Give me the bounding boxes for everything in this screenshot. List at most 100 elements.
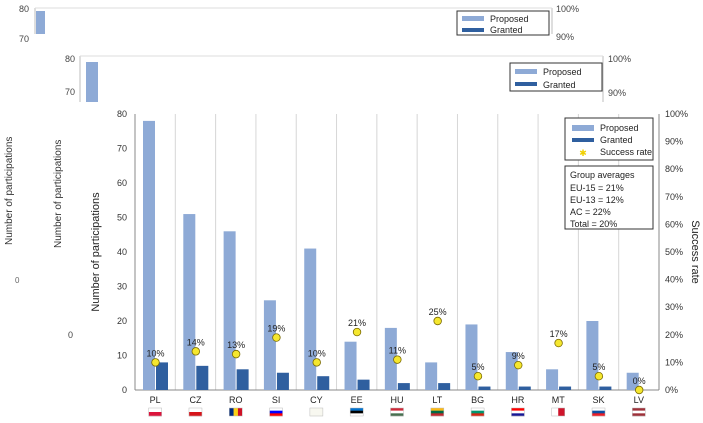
flag-stripe — [551, 408, 559, 416]
ghost-left-ylabel: Number of participations — [4, 137, 15, 245]
flag-border — [430, 407, 445, 417]
flag-stripe — [511, 413, 525, 417]
flag-ro — [229, 407, 243, 417]
bar-granted-lt — [438, 383, 451, 390]
ghost-middle-legend-proposed: Proposed — [543, 67, 582, 77]
success-label-lt: 25% — [429, 307, 447, 317]
bar-granted-cy — [317, 376, 330, 390]
bar-proposed-ee — [344, 341, 357, 390]
bar-granted-hr — [518, 386, 531, 390]
flag-stripe — [188, 408, 202, 413]
flag-border — [591, 407, 606, 417]
y2-tick-label: 70% — [665, 192, 683, 202]
flag-border — [551, 407, 565, 417]
flag-stripe — [471, 410, 485, 414]
success-label-ee: 21% — [348, 318, 366, 328]
legend-swatch-granted — [572, 138, 594, 142]
ghost-middle-legend — [509, 62, 603, 92]
y-tick-label: 20 — [117, 316, 127, 326]
success-label-ro: 13% — [227, 340, 245, 350]
success-label-pl: 10% — [146, 348, 164, 358]
flag-border — [309, 407, 324, 417]
success-point-ro — [231, 349, 241, 359]
right-tick-labels: 0% 10% 20% 30% 40% 50% 60% 70% 80% 90% 100% — [665, 109, 688, 395]
y2-axis-title: Success rate — [689, 220, 701, 284]
ghost-middle-tick-90: 90% — [608, 88, 626, 98]
success-label-lv: 0% — [633, 376, 646, 386]
success-label-cz: 14% — [187, 337, 205, 347]
flag-ee — [349, 407, 364, 417]
bars — [143, 120, 639, 391]
flag-stripe — [511, 410, 525, 414]
bar-granted-bg — [478, 386, 491, 390]
y-tick-label: 0 — [122, 385, 127, 395]
average-eu15: EU-15 = 21% — [570, 183, 624, 193]
flag-stripe — [471, 413, 485, 417]
success-point-mt — [554, 338, 563, 348]
bar-proposed-pl — [143, 120, 155, 391]
category-label-hu: HU — [391, 395, 404, 405]
category-label-hr: HR — [511, 395, 524, 405]
average-ac: AC = 22% — [570, 207, 611, 217]
flag-stripe — [350, 410, 364, 414]
bar-proposed-hu — [384, 327, 397, 390]
flag-border — [470, 407, 485, 417]
category-label-mt: MT — [552, 395, 565, 405]
ghost-back-legend — [456, 10, 550, 36]
flag-stripe — [511, 408, 525, 411]
flag-stripe — [269, 410, 283, 414]
y2-tick-label: 20% — [665, 330, 683, 340]
ghost-middle-legend-swatch-granted — [515, 82, 537, 86]
legend-marker-success-rate: ✱ — [579, 148, 587, 158]
y2-tick-label: 80% — [665, 164, 683, 174]
vertical-grid — [174, 114, 620, 390]
ghost-left-fragments: Number of participations 0 Number of par… — [4, 137, 73, 340]
flag-stripe — [309, 408, 323, 413]
flag-stripe — [350, 408, 364, 411]
average-total: Total = 20% — [570, 219, 617, 229]
success-point-hu — [393, 355, 402, 364]
bar-granted-hu — [397, 383, 410, 390]
ghost-back-legend-granted: Granted — [490, 25, 523, 35]
success-label-hr: 9% — [512, 351, 525, 361]
bar-proposed-ro — [223, 231, 236, 390]
flag-stripe — [430, 408, 444, 411]
flag-cy — [309, 407, 324, 417]
ghost-back-legend-swatch-proposed — [462, 16, 484, 21]
ghost-middle-ylabel: Number of participations — [53, 140, 64, 248]
average-eu13: EU-13 = 12% — [570, 195, 624, 205]
y2-tick-label: 50% — [665, 247, 683, 257]
flag-lv — [632, 407, 646, 417]
y-axis-title: Number of participations — [90, 192, 102, 312]
success-point-pl — [151, 358, 160, 367]
flag-stripe — [592, 413, 606, 417]
flag-stripe — [390, 408, 404, 411]
flag-border — [349, 407, 364, 417]
flag-border — [148, 407, 162, 417]
flag-mt — [551, 407, 565, 417]
category-labels: PL CZ RO SI CY EE HU LT BG HR MT SK LV — [150, 395, 644, 405]
y-tick-label: 70 — [117, 144, 127, 154]
category-label-sk: SK — [593, 395, 605, 405]
averages-frame — [564, 165, 654, 230]
ghost-frame-back: 80 70 100% 90% Proposed Granted — [19, 4, 579, 44]
success-label-si: 19% — [267, 324, 285, 334]
bar-granted-ee — [357, 379, 370, 390]
success-point-bg — [473, 372, 483, 381]
flag-stripe — [592, 408, 606, 411]
flag-stripe — [430, 413, 444, 417]
success-point-cy — [312, 358, 321, 367]
flag-stripe — [188, 412, 202, 417]
category-label-lv: LV — [634, 395, 644, 405]
flag-stripe — [558, 408, 565, 416]
success-label-sk: 5% — [592, 362, 605, 372]
flag-border — [229, 407, 243, 417]
category-label-cz: CZ — [189, 395, 201, 405]
bar-granted-pl — [156, 362, 168, 390]
y-tick-label: 80 — [117, 109, 127, 119]
flag-border — [188, 407, 203, 417]
flag-stripe — [269, 413, 283, 417]
ghost-back-legend-swatch-granted — [462, 28, 484, 32]
flag-cz — [188, 407, 203, 417]
